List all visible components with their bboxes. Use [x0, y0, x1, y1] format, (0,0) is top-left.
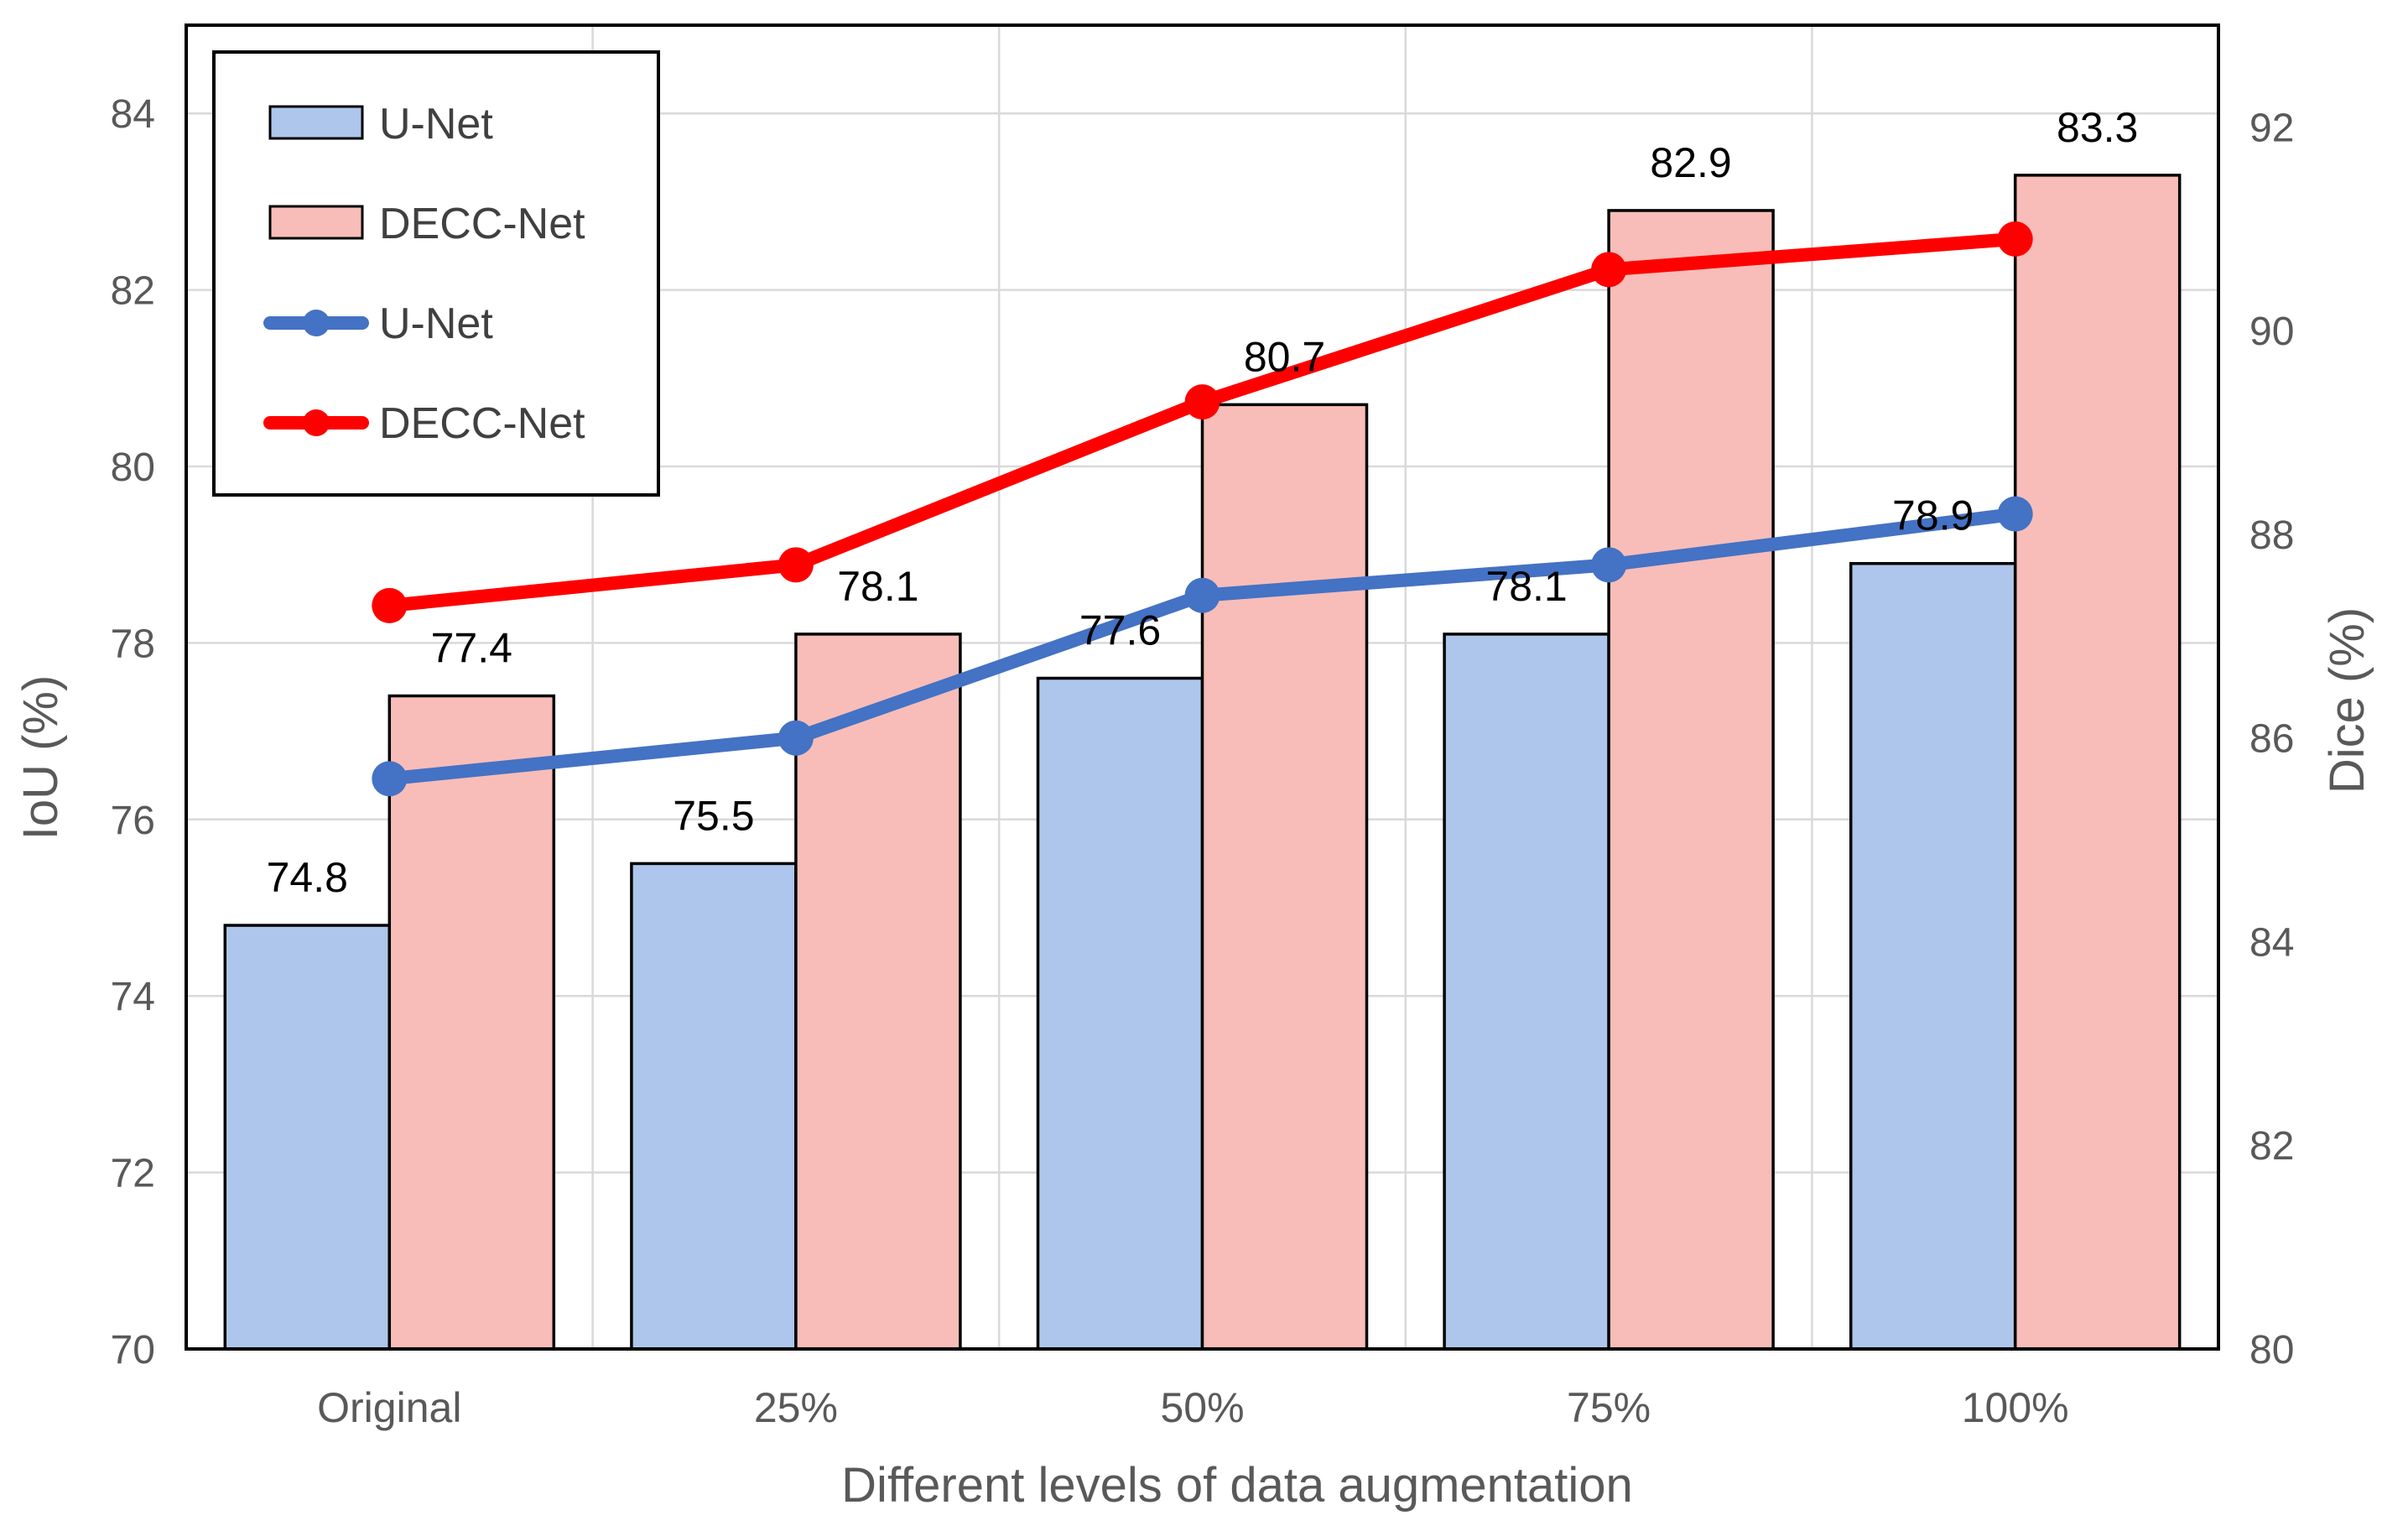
data-label-decc-net: 77.4: [431, 625, 512, 672]
y-tick-right: 86: [2249, 717, 2294, 762]
data-label-unet: 78.1: [1485, 563, 1567, 610]
line-marker-decc-net: [1997, 221, 2033, 257]
line-marker-unet: [778, 720, 814, 756]
x-tick-label: 100%: [1962, 1384, 2069, 1431]
legend-marker-unet-line: [303, 310, 330, 336]
legend-label-decc-bar: DECC-Net: [379, 200, 585, 248]
data-label-unet: 77.6: [1079, 607, 1161, 654]
y-tick-left: 72: [111, 1152, 155, 1196]
bar-decc-net: [2013, 174, 2182, 1351]
legend-label-decc-line: DECC-Net: [379, 399, 585, 448]
bar-unet: [1849, 561, 2017, 1351]
bars-layer: [223, 174, 2182, 1351]
y-axis-right-title: Dice (%): [2320, 607, 2374, 794]
y-tick-left: 74: [111, 975, 155, 1019]
plot-area-frame: [185, 23, 2220, 1351]
data-label-decc-net: 82.9: [1650, 139, 1731, 186]
y-axis-left-title: IoU (%): [13, 675, 68, 841]
y-tick-right: 92: [2249, 106, 2294, 150]
y-tick-left: 80: [111, 445, 155, 490]
bar-unet: [1443, 633, 1610, 1351]
y-tick-left: 70: [111, 1328, 155, 1372]
line-marker-decc-net: [1184, 384, 1220, 420]
y-tick-right: 90: [2249, 310, 2294, 354]
y-tick-left: 84: [111, 92, 155, 137]
line-marker-unet: [1997, 496, 2033, 532]
data-label-unet: 74.8: [267, 854, 348, 901]
line-marker-unet: [372, 761, 408, 797]
y-tick-right: 84: [2249, 920, 2294, 965]
labels-layer: 74.8 75.5 77.6 78.1 78.9 77.4 78.1 80.7 82.9 83.3: [267, 104, 2139, 901]
y-tick-left: 82: [111, 269, 155, 314]
data-label-decc-net: 78.1: [837, 563, 918, 610]
y-tick-left: 76: [111, 799, 155, 843]
bar-unet: [223, 924, 392, 1351]
legend-swatch-unet-bar: [268, 105, 364, 140]
y-tick-right: 88: [2249, 513, 2294, 558]
bar-unet: [1036, 676, 1204, 1351]
line-marker-unet: [1591, 547, 1627, 583]
line-marker-unet: [1184, 577, 1220, 613]
axes-layer: 70 72 74 76 78 80 82 84 80 82 84 86 88 90 92 Original 25…: [111, 23, 2294, 1431]
x-axis-title: Different levels of data augmentation: [841, 1458, 1633, 1513]
legend-marker-decc-line: [303, 409, 330, 436]
data-label-unet: 78.9: [1892, 492, 1974, 539]
x-tick-label: 75%: [1567, 1384, 1651, 1431]
bar-unet: [630, 862, 798, 1351]
y-tick-right: 80: [2249, 1328, 2294, 1372]
legend-swatch-decc-bar: [268, 205, 364, 240]
bar-decc-net: [1607, 209, 1775, 1351]
bar-decc-net: [1200, 403, 1369, 1351]
legend: U-Net DECC-Net U-Net DECC-Net: [212, 50, 660, 497]
y-tick-left: 78: [111, 622, 155, 666]
data-label-decc-net: 80.7: [1244, 333, 1325, 380]
bar-decc-net: [387, 694, 556, 1351]
line-marker-decc-net: [778, 547, 814, 583]
legend-label-unet-bar: U-Net: [379, 100, 493, 148]
lines-layer: [372, 221, 2033, 797]
x-tick-label: 25%: [754, 1384, 838, 1431]
data-label-unet: 75.5: [673, 792, 754, 839]
data-label-decc-net: 83.3: [2057, 104, 2138, 151]
legend-label-unet-line: U-Net: [379, 299, 493, 348]
x-tick-label: 50%: [1160, 1384, 1244, 1431]
line-marker-decc-net: [372, 587, 408, 623]
y-tick-right: 82: [2249, 1124, 2294, 1169]
line-marker-decc-net: [1591, 252, 1627, 288]
bar-decc-net: [794, 633, 962, 1351]
x-tick-label: Original: [317, 1384, 461, 1431]
